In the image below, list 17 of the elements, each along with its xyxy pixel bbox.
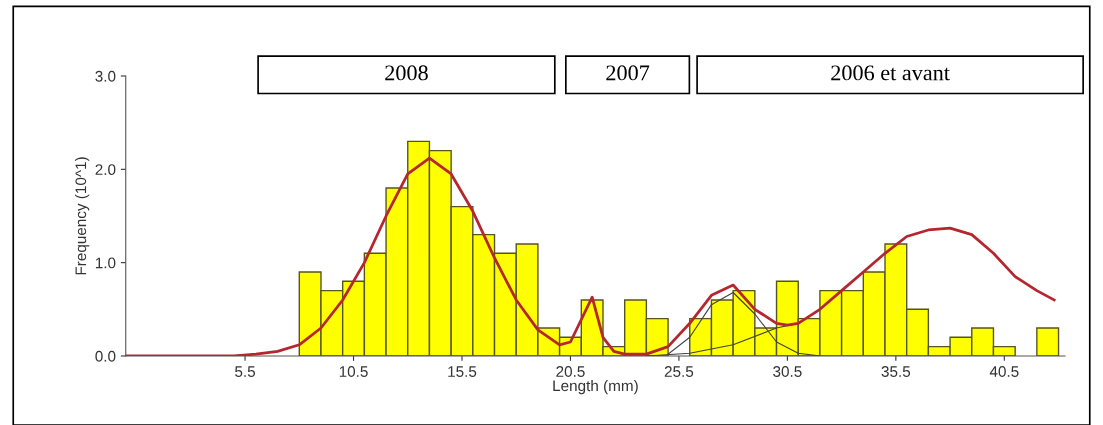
y-tick-label: 0.0 (95, 350, 116, 362)
x-tick-label: 40.5 (989, 366, 1019, 377)
x-tick-label: 5.5 (235, 366, 256, 377)
annotation: 2008 (385, 65, 428, 81)
y-axis-title: Frequency (10^1) (74, 157, 90, 275)
y-tick-label: 1.0 (95, 257, 116, 269)
y-tick-label: 2.0 (95, 164, 116, 176)
annotation: 2006 et avant (831, 65, 950, 81)
x-tick-label: 20.5 (556, 366, 585, 377)
x-tick-label: 10.5 (339, 366, 368, 377)
x-tick-label: 25.5 (664, 366, 694, 377)
x-tick-label: 30.5 (773, 366, 802, 377)
x-tick-label: 15.5 (448, 366, 477, 377)
x-tick-label: 35.5 (881, 366, 911, 377)
annotation: 2007 (606, 65, 650, 81)
y-tick-label: 3.0 (95, 70, 116, 82)
x-axis-title: Length (mm) (553, 379, 638, 395)
